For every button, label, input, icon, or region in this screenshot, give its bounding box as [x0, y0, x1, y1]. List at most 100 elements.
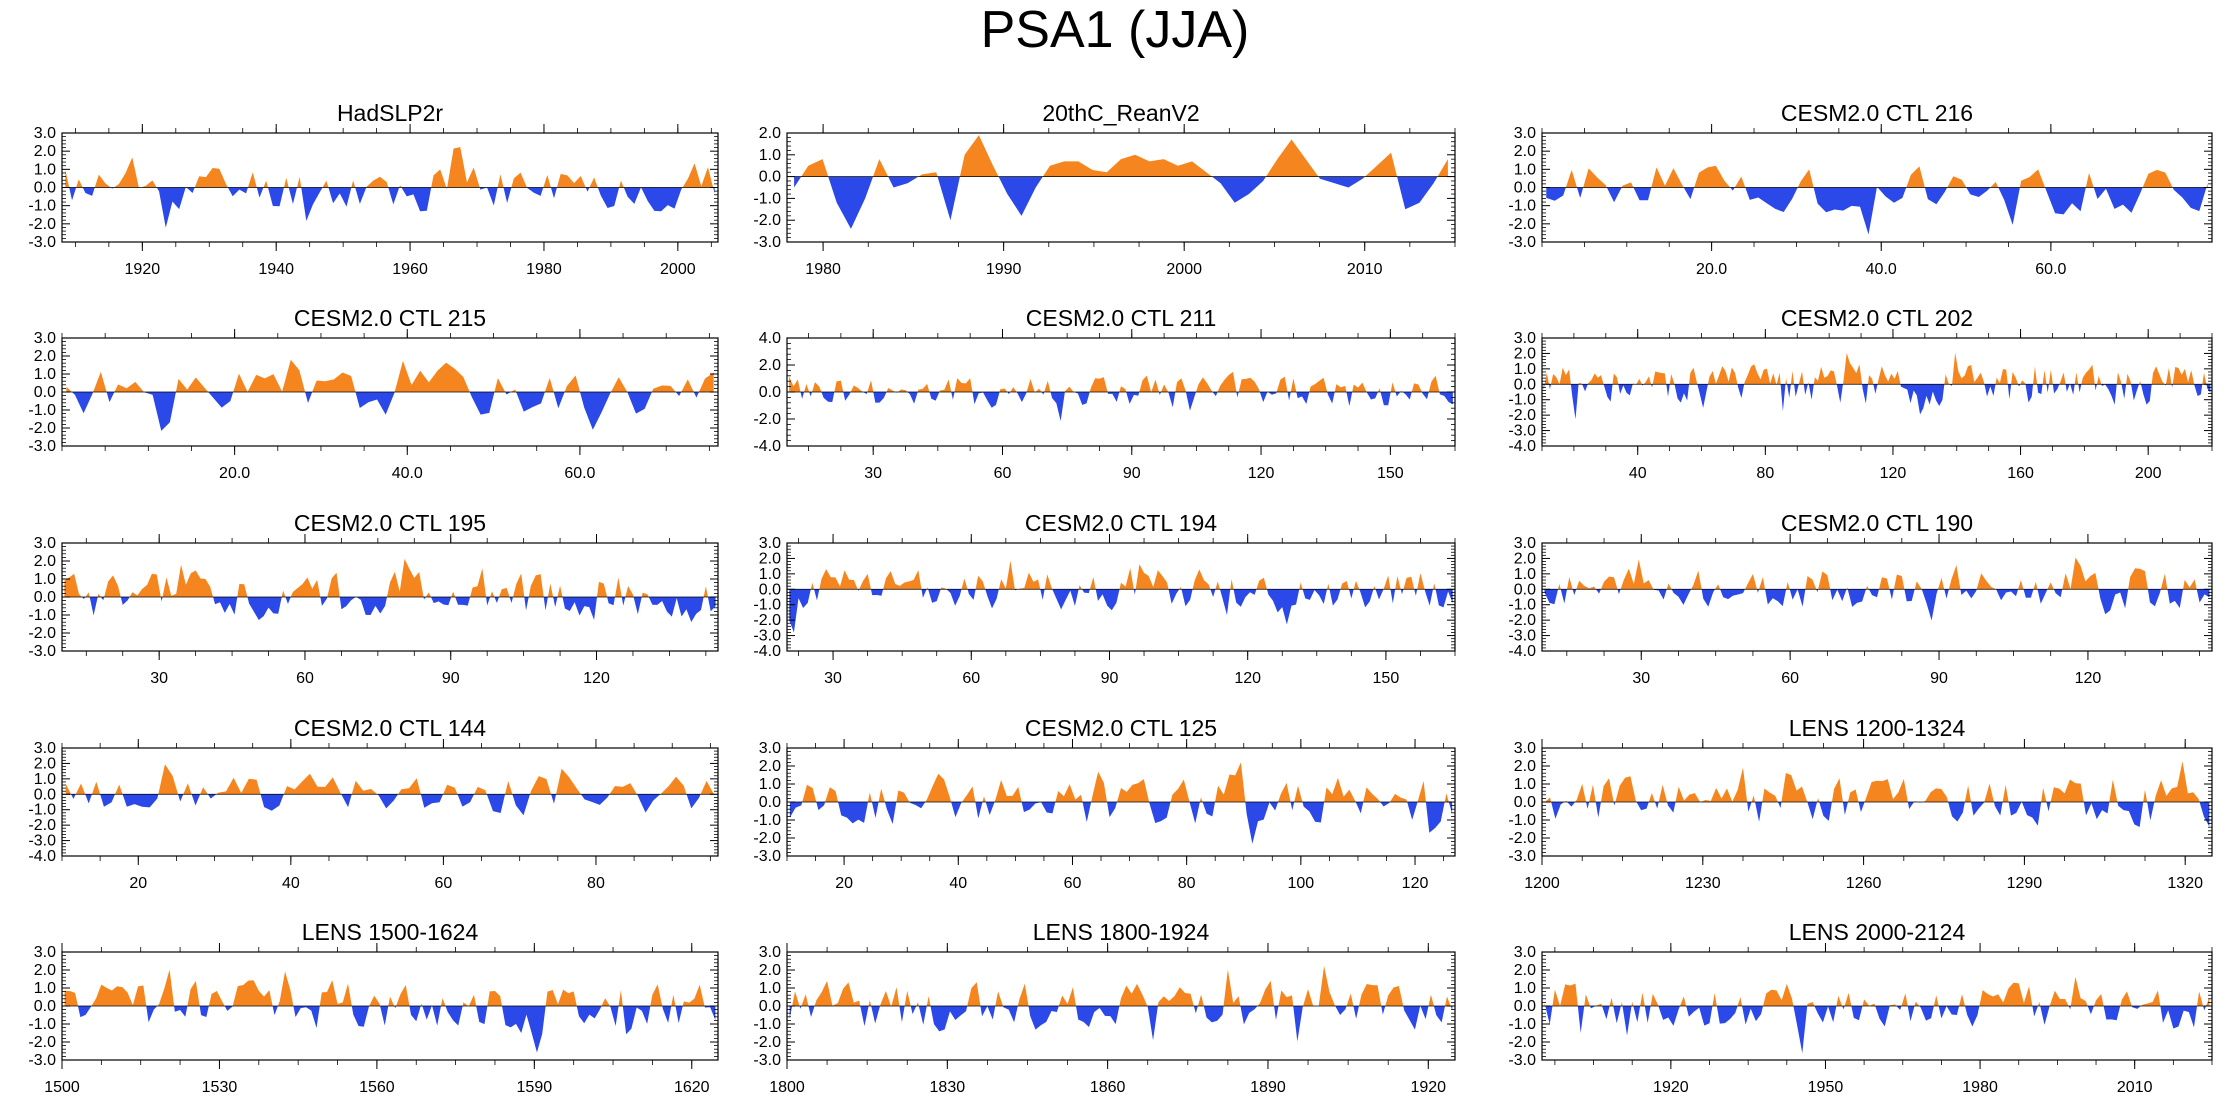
positive-anomaly-area	[1544, 557, 2210, 590]
y-tick-label: -2.0	[1508, 216, 1536, 233]
y-tick-label: -3.0	[753, 1052, 781, 1069]
x-tick-label: 40	[1629, 465, 1647, 482]
x-tick-label: 120	[583, 670, 610, 687]
y-tick-label: 1.0	[34, 366, 56, 383]
x-tick-label: 100	[1287, 875, 1314, 892]
y-tick-label: 3.0	[1514, 535, 1536, 552]
y-tick-label: 1.0	[759, 776, 781, 793]
x-tick-label: 1560	[359, 1079, 395, 1096]
x-tick-label: 1950	[1808, 1079, 1844, 1096]
negative-anomaly-area	[1546, 187, 2208, 235]
panel-title: LENS 1500-1624	[302, 919, 479, 945]
negative-anomaly-area	[794, 176, 1448, 229]
y-tick-label: 2.0	[759, 550, 781, 567]
x-tick-label: 40	[949, 875, 967, 892]
plot-frame	[786, 542, 1456, 652]
x-tick-label: 1980	[1962, 1079, 1998, 1096]
panel-8: 3.02.01.00.0-1.0-2.0-3.0-4.0 30 60 90 120 CES…	[1508, 510, 2213, 687]
positive-anomaly-area	[66, 359, 714, 392]
y-tick-label: 1.0	[34, 161, 56, 178]
y-tick-label: 2.0	[1514, 962, 1536, 979]
panel-title: LENS 2000-2124	[1789, 919, 1966, 945]
x-tick-label: 1940	[258, 261, 294, 278]
y-tick-label: 3.0	[759, 740, 781, 757]
negative-anomaly-area	[1543, 384, 2211, 420]
x-tick-label: 200	[2135, 465, 2162, 482]
negative-anomaly-area	[1544, 589, 2210, 621]
y-tick-label: -4.0	[1508, 643, 1536, 660]
x-tick-label: 60	[296, 670, 314, 687]
y-tick-label: 3.0	[34, 330, 56, 347]
x-tick-label: 1320	[2167, 875, 2203, 892]
x-tick-label: 60	[1064, 875, 1082, 892]
y-tick-label: -3.0	[753, 628, 781, 645]
panel-title: CESM2.0 CTL 195	[294, 510, 486, 536]
y-tick-label: -3.0	[28, 1052, 56, 1069]
panel-title: LENS 1200-1324	[1789, 715, 1966, 741]
plot-frame	[1541, 337, 2213, 447]
x-tick-label: 150	[1373, 670, 1400, 687]
y-tick-label: -1.0	[753, 1016, 781, 1033]
x-tick-label: 90	[1101, 670, 1119, 687]
panel-title: CESM2.0 CTL 190	[1781, 510, 1973, 536]
x-tick-label: 1590	[517, 1079, 553, 1096]
panel-14: 3.02.01.00.0-1.0-2.0-3.0 1920 1950 1980 2010…	[1508, 919, 2213, 1096]
negative-anomaly-area	[64, 597, 716, 623]
plot-frame	[786, 132, 1456, 243]
positive-anomaly-area	[789, 560, 1453, 590]
y-tick-label: -4.0	[753, 643, 781, 660]
panel-12: 3.02.01.00.0-1.0-2.0-3.0 1500 1530 1560 1590…	[28, 919, 719, 1096]
x-tick-label: 60.0	[564, 465, 595, 482]
y-tick-label: -2.0	[28, 1034, 56, 1051]
x-tick-label: 1980	[526, 261, 562, 278]
x-tick-label: 90	[1123, 465, 1141, 482]
y-tick-label: -2.0	[753, 1034, 781, 1051]
x-tick-label: 1990	[986, 261, 1022, 278]
y-tick-label: 2.0	[1514, 550, 1536, 567]
panel-5: 3.02.01.00.0-1.0-2.0-3.0-4.0 40 80 120 160 20…	[1508, 305, 2213, 482]
y-tick-label: 1.0	[34, 980, 56, 997]
negative-anomaly-area	[789, 802, 1453, 844]
panel-title: CESM2.0 CTL 194	[1025, 510, 1217, 536]
panel-title: CESM2.0 CTL 202	[1781, 305, 1973, 331]
x-tick-label: 1960	[392, 261, 428, 278]
x-tick-label: 30	[1632, 670, 1650, 687]
y-tick-label: 0.0	[759, 581, 781, 598]
panel-9: 3.02.01.00.0-1.0-2.0-3.0-4.0 20 40 60 80 CESM…	[28, 715, 719, 892]
y-tick-label: -3.0	[1508, 628, 1536, 645]
x-tick-label: 2010	[1347, 261, 1383, 278]
y-tick-label: -1.0	[28, 802, 56, 819]
positive-anomaly-area	[1546, 165, 2208, 188]
y-tick-label: 0.0	[1514, 794, 1536, 811]
plot-frame	[1541, 542, 2213, 652]
y-tick-label: 1.0	[759, 566, 781, 583]
positive-anomaly-area	[65, 764, 715, 795]
y-tick-label: 1.0	[34, 771, 56, 788]
y-tick-label: -1.0	[28, 198, 56, 215]
x-tick-label: 2000	[1166, 261, 1202, 278]
x-tick-label: 1800	[769, 1079, 805, 1096]
panel-1: 2.0 1.0 0.0 -1.0 -2.0 -3.0 1980 1990 2000 2010 20t…	[753, 100, 1456, 278]
y-tick-label: 0.0	[34, 589, 56, 606]
y-tick-label: 2.0	[759, 962, 781, 979]
y-tick-label: 3.0	[759, 535, 781, 552]
y-tick-label: 0.0	[1514, 998, 1536, 1015]
y-tick-label: 3.0	[1514, 740, 1536, 757]
x-tick-label: 80	[587, 875, 605, 892]
y-tick-label: -4.0	[28, 848, 56, 865]
y-tick-label: -1.0	[1508, 198, 1536, 215]
page-title: PSA1 (JJA)	[980, 1, 1250, 59]
y-tick-label: 0.0	[34, 180, 56, 197]
x-tick-label: 90	[1930, 670, 1948, 687]
panel-6: 3.02.01.00.0-1.0-2.0-3.0 30 60 90 120 CESM2.0…	[28, 510, 719, 687]
x-tick-label: 120	[1402, 875, 1429, 892]
x-tick-label: 1920	[125, 261, 161, 278]
y-tick-label: 2.0	[1514, 758, 1536, 775]
y-tick-label: 0.0	[759, 169, 781, 186]
panel-13: 3.02.01.00.0-1.0-2.0-3.0 1800 1830 1860 1890…	[753, 919, 1456, 1096]
y-tick-label: 1.0	[1514, 361, 1536, 378]
y-tick-label: 3.0	[1514, 125, 1536, 142]
y-tick-label: 2.0	[34, 143, 56, 160]
negative-anomaly-area	[65, 187, 715, 228]
x-tick-label: 20	[129, 875, 147, 892]
